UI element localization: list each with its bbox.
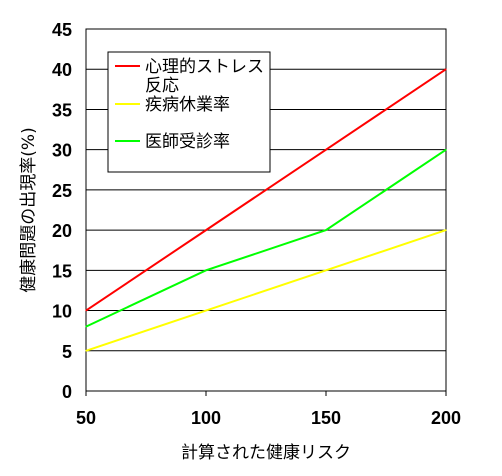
y-tick-label: 25 bbox=[52, 181, 72, 201]
data-point bbox=[445, 68, 447, 70]
y-axis-title: 健康問題の出現率(%) bbox=[19, 127, 39, 292]
series-line-2 bbox=[85, 148, 447, 328]
data-point bbox=[445, 229, 447, 231]
series-line-1 bbox=[85, 229, 447, 352]
data-point bbox=[445, 149, 447, 151]
y-tick-label: 20 bbox=[52, 221, 72, 241]
data-point bbox=[85, 326, 87, 328]
x-tick-label: 150 bbox=[311, 408, 341, 428]
y-tick-label: 5 bbox=[62, 342, 72, 362]
data-point bbox=[85, 350, 87, 352]
y-tick-label: 45 bbox=[52, 20, 72, 40]
legend-label: 医師受診率 bbox=[145, 132, 230, 152]
plot-frame bbox=[85, 28, 447, 392]
series-line-0 bbox=[85, 68, 447, 312]
x-tick-label: 50 bbox=[76, 408, 96, 428]
data-point bbox=[325, 229, 327, 231]
data-point bbox=[205, 229, 207, 231]
y-tick-label: 0 bbox=[62, 382, 72, 402]
data-point bbox=[325, 269, 327, 271]
y-tick-label: 15 bbox=[52, 261, 72, 281]
data-point bbox=[325, 149, 327, 151]
data-point bbox=[205, 269, 207, 271]
tick-labels: 0 5 10 15 20 25 30 35 40 45 50 100 150 200 bbox=[52, 20, 461, 428]
y-tick-label: 30 bbox=[52, 141, 72, 161]
y-tick-label: 10 bbox=[52, 302, 72, 322]
x-tick-label: 200 bbox=[431, 408, 461, 428]
data-point bbox=[85, 309, 87, 312]
y-tick-label: 40 bbox=[52, 60, 72, 80]
series-lines bbox=[85, 68, 447, 352]
legend-label: 心理的ストレス bbox=[145, 57, 264, 77]
legend-label: 疾病休業率 bbox=[145, 95, 230, 115]
x-tick-label: 100 bbox=[191, 408, 221, 428]
x-axis-title: 計算された健康リスク bbox=[181, 443, 351, 463]
data-point bbox=[205, 309, 207, 312]
legend-label: 反応 bbox=[145, 76, 179, 96]
legend-box bbox=[107, 51, 271, 173]
y-tick-label: 35 bbox=[52, 100, 72, 120]
